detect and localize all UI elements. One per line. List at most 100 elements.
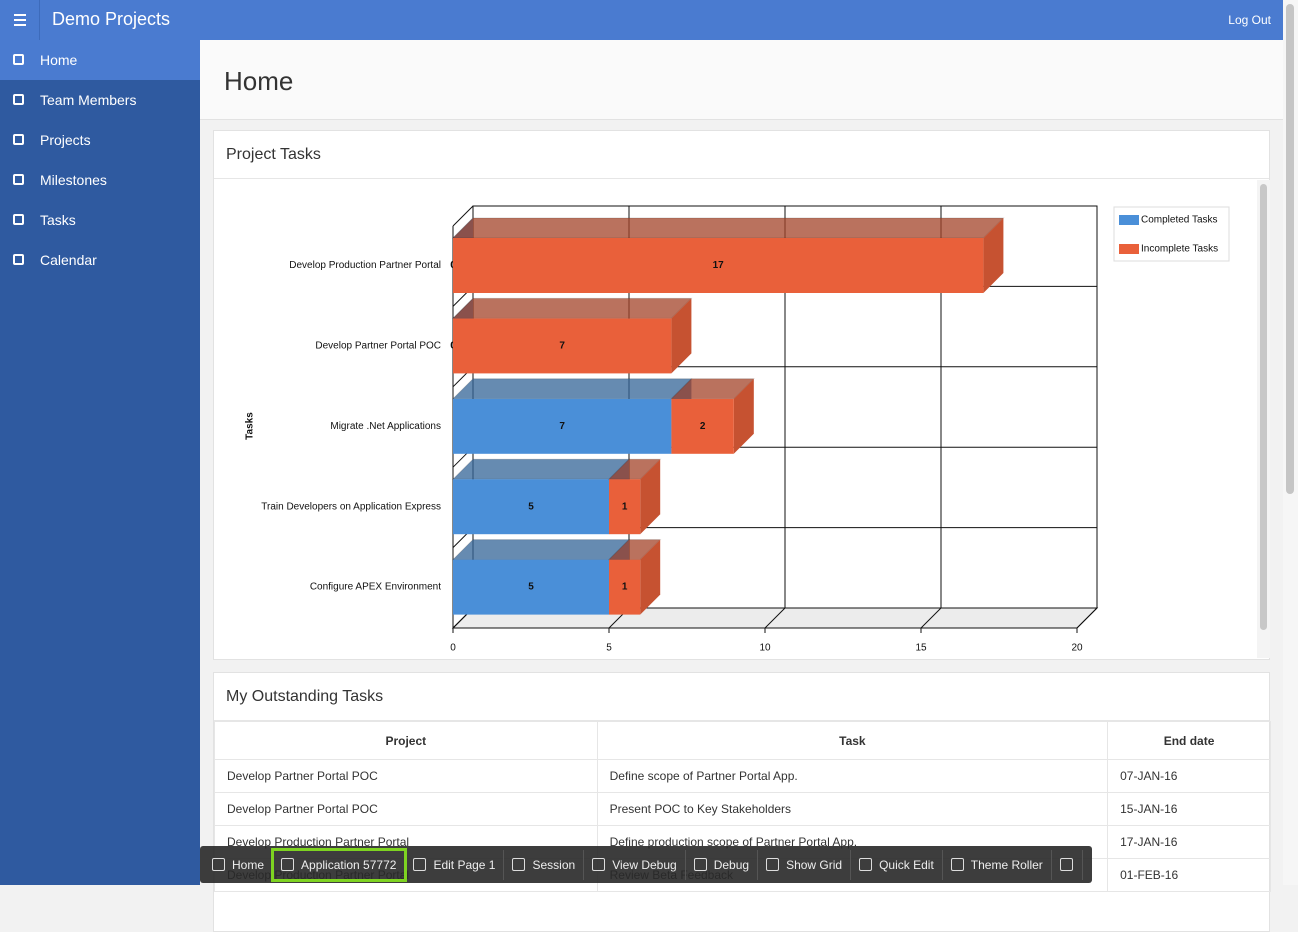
bar (453, 398, 672, 454)
settings-button[interactable] (1052, 849, 1083, 880)
data-label: 5 (528, 501, 534, 512)
table-cell: Define scope of Partner Portal App. (596, 759, 1109, 793)
toolbar-button[interactable]: Theme Roller (943, 849, 1052, 880)
bar-top-face (451, 378, 693, 400)
nav-icon (13, 134, 24, 145)
menu-toggle[interactable] (0, 0, 40, 40)
table-row: Develop Partner Portal POC Present POC to… (214, 792, 1271, 826)
developer-toolbar: Home Application 57772 Edit Page 1 Session V… (200, 846, 1092, 883)
toolbar-icon (212, 857, 225, 871)
nav-item[interactable]: Team Members (0, 80, 200, 120)
legend-label: Incomplete Tasks (1141, 244, 1218, 255)
x-tick-label: 5 (606, 643, 612, 654)
grid-line (1076, 607, 1098, 629)
bar (609, 479, 641, 535)
nav-item[interactable]: Projects (0, 120, 200, 160)
table-cell: Develop Partner Portal POC (214, 759, 598, 793)
bar (609, 559, 641, 615)
x-tick-label: 10 (759, 643, 771, 654)
toolbar-button[interactable]: Quick Edit (851, 849, 943, 880)
toolbar-button[interactable]: Debug (686, 849, 759, 880)
data-label: 5 (528, 582, 534, 593)
bar (453, 479, 609, 535)
toolbar-icon (693, 857, 707, 871)
bar-side-face (640, 459, 661, 535)
toolbar-icon (281, 857, 295, 871)
chart-region: Project Tasks 0 5 10 15 20 Tasks Develop Produ… (213, 130, 1270, 660)
bar (453, 559, 609, 615)
data-label: 1 (622, 582, 628, 593)
app-title[interactable]: Demo Projects (52, 9, 171, 29)
toolbar-button[interactable]: Session (504, 849, 585, 880)
data-label: 7 (559, 421, 565, 432)
table-region: My Outstanding Tasks Project Task End date… (213, 672, 1271, 932)
bar-top-face (451, 297, 693, 319)
toolbar-icon (592, 857, 606, 871)
legend-swatch (1119, 215, 1139, 225)
page-scrollbar (1283, 0, 1298, 885)
y-tick-label: Migrate .Net Applications (330, 421, 441, 432)
bar-top-face (451, 217, 1005, 239)
toolbar-icon (413, 857, 427, 871)
nav-icon (13, 54, 24, 65)
nav-item[interactable]: Tasks (0, 200, 200, 240)
top-bar: Demo Projects Log Out (0, 0, 1298, 40)
toolbar-button[interactable]: Edit Page 1 (405, 849, 505, 880)
sidebar: Home Team Members Projects Milestones Tasks C… (0, 40, 200, 885)
bar (453, 318, 672, 374)
bar-top-face (670, 378, 756, 400)
bar-top-face (451, 458, 631, 480)
y-tick-label: Develop Production Partner Portal (289, 260, 441, 271)
nav-item[interactable]: Home (0, 40, 200, 80)
y-tick-label: Configure APEX Environment (310, 582, 441, 593)
y-axis-title: Tasks (245, 412, 256, 440)
legend-label: Completed Tasks (1141, 215, 1218, 226)
toolbar-button[interactable]: Application 57772 (271, 847, 408, 882)
column-header: Task (596, 721, 1109, 760)
y-tick-label: Train Developers on Application Express (261, 501, 441, 512)
nav-icon (13, 254, 24, 265)
grid-line (920, 607, 942, 629)
logout-link[interactable]: Log Out (1228, 13, 1271, 27)
bar-side-face (671, 298, 692, 374)
y-tick-label: Develop Partner Portal POC (315, 341, 441, 352)
x-tick-label: 0 (450, 643, 456, 654)
data-label: 7 (559, 341, 565, 352)
nav-icon (13, 214, 24, 225)
table-cell: 15-JAN-16 (1107, 792, 1271, 826)
toolbar-icon (950, 857, 964, 871)
data-label: 17 (713, 260, 725, 271)
bar-top-face (451, 539, 631, 561)
main-content: Home Project Tasks 0 5 10 15 20 Tasks Develop … (200, 40, 1283, 932)
toolbar-icon (766, 857, 780, 871)
bar-side-face (983, 218, 1004, 293)
toolbar-button[interactable]: Show Grid (758, 849, 852, 880)
region-title: My Outstanding Tasks (214, 673, 1269, 721)
table-cell: 07-JAN-16 (1107, 759, 1271, 793)
chart-scrollbar (1257, 180, 1270, 658)
legend-swatch (1119, 244, 1139, 254)
nav-icon (13, 94, 24, 105)
grid-line (764, 607, 786, 629)
bar-top-face (607, 539, 662, 561)
nav-icon (13, 174, 24, 185)
column-header: End date (1107, 721, 1271, 760)
page-title: Home (200, 40, 1283, 120)
table-cell: Present POC to Key Stakeholders (596, 792, 1109, 826)
nav-item[interactable]: Calendar (0, 240, 200, 280)
data-label: 1 (622, 501, 628, 512)
x-tick-label: 20 (1071, 643, 1083, 654)
region-title: Project Tasks (214, 131, 1269, 179)
table-cell: Develop Production Partner Portal (214, 825, 598, 859)
toolbar-button[interactable]: View Debug (584, 849, 686, 880)
column-header: Project (214, 721, 598, 760)
table-cell: 01-FEB-16 (1107, 858, 1271, 892)
data-label: 2 (700, 421, 706, 432)
table-row: Develop Partner Portal POC Define scope o… (214, 759, 1271, 793)
nav-item[interactable]: Milestones (0, 160, 200, 200)
toolbar-button[interactable]: Home (204, 849, 274, 880)
bar (671, 398, 734, 454)
category-divider (452, 205, 474, 227)
x-tick-label: 15 (915, 643, 927, 654)
